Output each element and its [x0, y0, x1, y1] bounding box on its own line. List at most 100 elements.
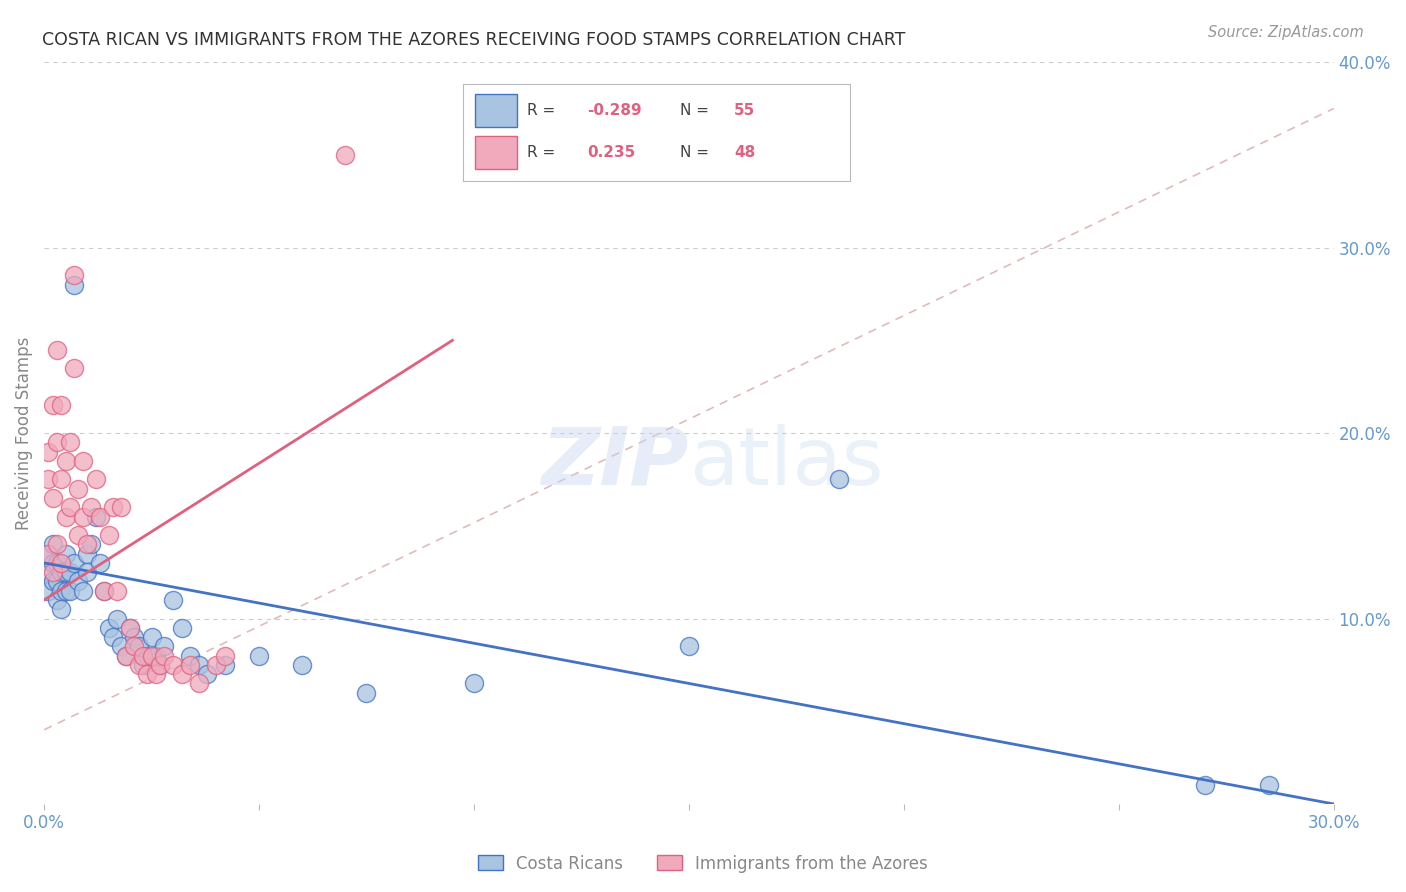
Point	[46, 556, 69, 570]
Point	[51, 565, 73, 579]
Point	[214, 657, 236, 672]
Point	[132, 657, 155, 672]
Point	[110, 500, 132, 515]
Point	[55, 454, 77, 468]
Point	[93, 583, 115, 598]
Point	[76, 537, 98, 551]
Point	[179, 657, 201, 672]
Point	[124, 630, 146, 644]
Point	[1258, 779, 1281, 793]
Point	[153, 648, 176, 663]
Point	[97, 621, 120, 635]
Point	[101, 500, 124, 515]
Point	[63, 556, 86, 570]
Point	[72, 583, 94, 598]
Point	[89, 556, 111, 570]
Point	[162, 593, 184, 607]
Point	[46, 343, 69, 357]
Point	[51, 602, 73, 616]
Point	[114, 648, 136, 663]
Point	[333, 148, 356, 162]
Point	[120, 621, 142, 635]
Point	[55, 583, 77, 598]
Point	[76, 547, 98, 561]
Point	[170, 621, 193, 635]
Point	[37, 444, 59, 458]
Point	[145, 648, 167, 663]
Point	[141, 630, 163, 644]
Point	[463, 676, 485, 690]
Point	[84, 509, 107, 524]
Point	[46, 537, 69, 551]
Point	[128, 657, 150, 672]
Point	[101, 630, 124, 644]
Point	[80, 537, 103, 551]
Text: Source: ZipAtlas.com: Source: ZipAtlas.com	[1208, 25, 1364, 40]
Point	[41, 491, 63, 505]
Point	[41, 565, 63, 579]
Point	[63, 277, 86, 292]
Point	[51, 556, 73, 570]
Point	[187, 657, 209, 672]
Legend: Costa Ricans, Immigrants from the Azores: Costa Ricans, Immigrants from the Azores	[471, 848, 935, 880]
Point	[179, 648, 201, 663]
Point	[197, 667, 219, 681]
Point	[170, 667, 193, 681]
Point	[41, 398, 63, 412]
Point	[153, 640, 176, 654]
Point	[46, 574, 69, 589]
Point	[37, 583, 59, 598]
Point	[105, 611, 128, 625]
Point	[63, 268, 86, 283]
Point	[89, 509, 111, 524]
Point	[37, 472, 59, 486]
Point	[46, 435, 69, 450]
Point	[84, 472, 107, 486]
Point	[55, 547, 77, 561]
Point	[128, 640, 150, 654]
Point	[356, 686, 378, 700]
Point	[162, 657, 184, 672]
Point	[291, 657, 314, 672]
Point	[132, 648, 155, 663]
Point	[51, 472, 73, 486]
Point	[67, 574, 90, 589]
Point	[214, 648, 236, 663]
Point	[59, 583, 82, 598]
Point	[72, 454, 94, 468]
Point	[141, 648, 163, 663]
Point	[114, 648, 136, 663]
Point	[37, 547, 59, 561]
Point	[105, 583, 128, 598]
Point	[67, 482, 90, 496]
Point	[41, 537, 63, 551]
Point	[124, 640, 146, 654]
Point	[247, 648, 270, 663]
Point	[1194, 779, 1216, 793]
Point	[55, 509, 77, 524]
Point	[46, 593, 69, 607]
Point	[72, 509, 94, 524]
Point	[120, 621, 142, 635]
Point	[76, 565, 98, 579]
Text: COSTA RICAN VS IMMIGRANTS FROM THE AZORES RECEIVING FOOD STAMPS CORRELATION CHAR: COSTA RICAN VS IMMIGRANTS FROM THE AZORE…	[42, 31, 905, 49]
Text: atlas: atlas	[689, 424, 883, 501]
Point	[828, 472, 851, 486]
Point	[136, 667, 159, 681]
Point	[80, 500, 103, 515]
Point	[93, 583, 115, 598]
Y-axis label: Receiving Food Stamps: Receiving Food Stamps	[15, 336, 32, 530]
Point	[59, 565, 82, 579]
Point	[59, 500, 82, 515]
Point	[51, 583, 73, 598]
Point	[37, 565, 59, 579]
Point	[187, 676, 209, 690]
Point	[110, 640, 132, 654]
Text: ZIP: ZIP	[541, 424, 689, 501]
Point	[63, 361, 86, 376]
Point	[55, 565, 77, 579]
Point	[678, 640, 700, 654]
Point	[41, 556, 63, 570]
Point	[205, 657, 228, 672]
Point	[37, 547, 59, 561]
